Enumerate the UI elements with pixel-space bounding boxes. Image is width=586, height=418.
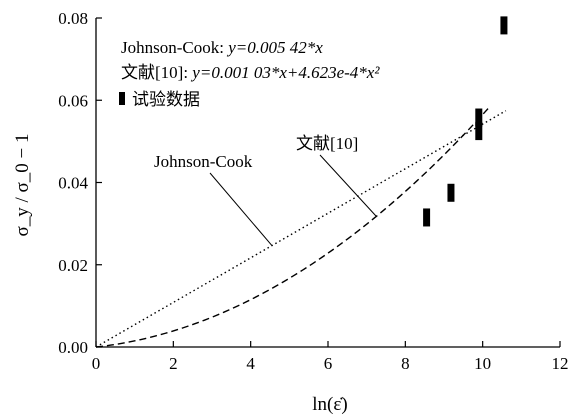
y-axis-label: σ_y / σ_0 − 1 [12,134,33,237]
johnson-cook-leader-line [209,172,273,246]
y-ticks: 0.00 0.02 0.04 0.06 0.08 [58,9,102,357]
equation-johnson-cook-formula: y=0.005 42*x [226,38,323,57]
reference-10-leader-line [319,154,377,217]
reference-10-line [95,105,491,348]
x-tick-label: 12 [552,354,569,373]
y-tick-label: 0.06 [58,91,88,110]
data-point [475,108,483,127]
y-tick-label: 0.00 [58,338,88,357]
johnson-cook-annotation: Johnson-Cook [154,152,253,171]
x-tick-label: 0 [92,354,101,373]
x-ticks: 0 2 4 6 8 10 12 [92,341,569,373]
data-point [500,16,508,35]
data-point [447,183,455,202]
y-tick-label: 0.02 [58,256,88,275]
equation-reference-10-label: 文献[10]: [121,63,192,82]
x-axis-label: ln(ε̇) [312,394,347,415]
legend-experimental-label: 试验数据 [132,90,200,109]
reference-10-annotation: 文献[10] [296,134,358,153]
x-tick-label: 8 [401,354,410,373]
equation-reference-10: 文献[10]: y=0.001 03*x+4.623e-4*x² [121,63,380,82]
x-tick-label: 4 [246,354,255,373]
y-tick-label: 0.04 [58,174,88,193]
data-point [475,122,483,141]
equation-johnson-cook-label: Johnson-Cook: [121,38,228,57]
experimental-data-points [423,16,508,227]
x-tick-label: 6 [324,354,333,373]
equation-johnson-cook: Johnson-Cook: y=0.005 42*x [121,38,323,57]
legend-experimental-marker [119,92,125,105]
x-tick-label: 2 [169,354,178,373]
x-tick-label: 10 [474,354,491,373]
data-point [423,208,431,227]
y-tick-label: 0.08 [58,9,88,28]
equation-reference-10-formula: y=0.001 03*x+4.623e-4*x² [190,63,380,82]
